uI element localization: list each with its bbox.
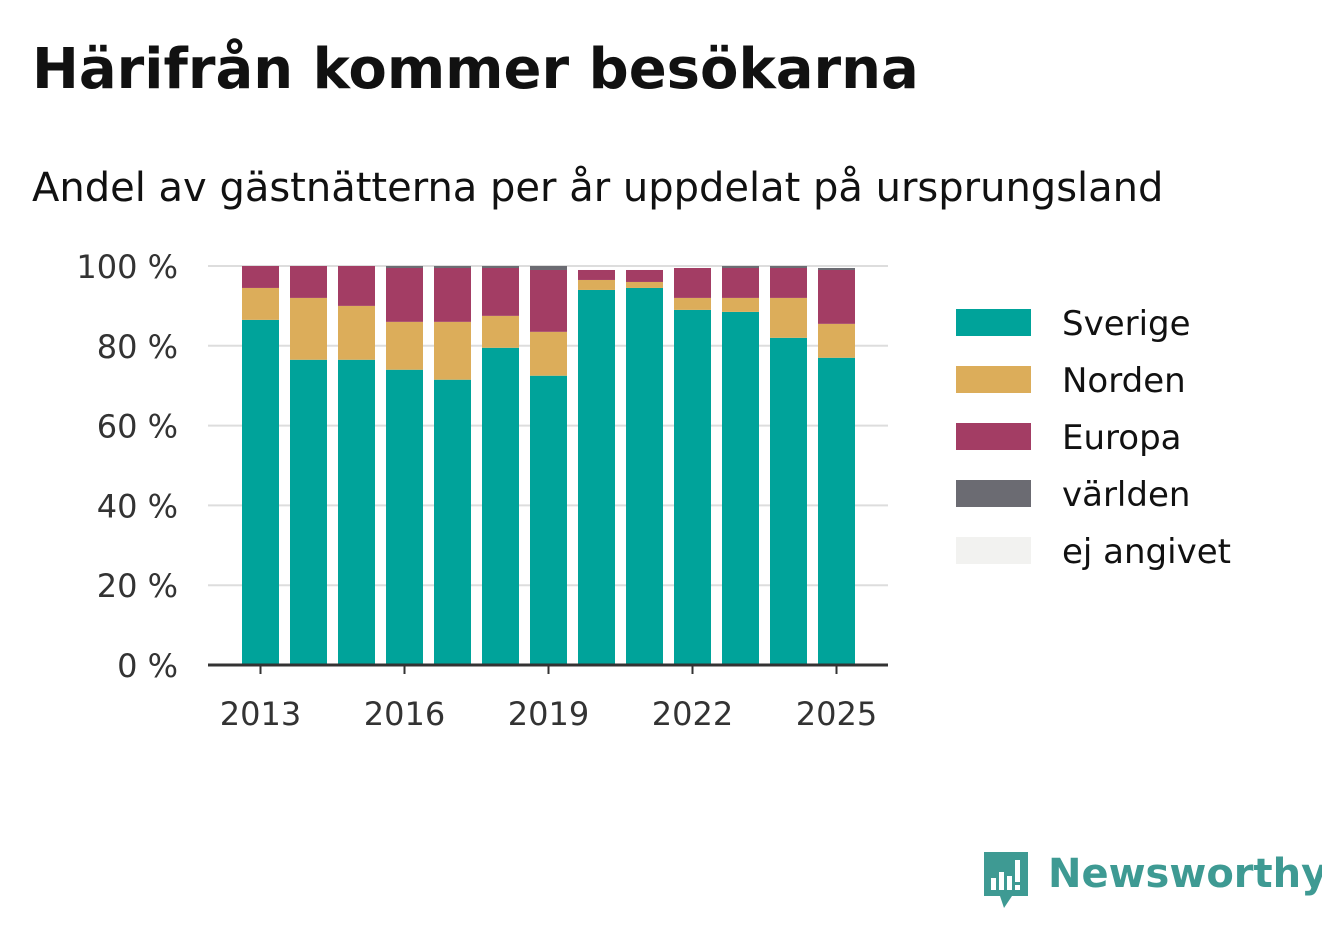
y-tick-label: 40 % [97, 487, 178, 525]
bar-segment [530, 269, 567, 332]
legend-swatch [956, 366, 1031, 393]
bar-segment [434, 267, 471, 322]
newsworthy-logo-icon [984, 852, 1028, 908]
legend-swatch [956, 537, 1031, 564]
bar-segment [290, 297, 327, 360]
bar-segment [434, 321, 471, 380]
bar-segment [386, 321, 423, 370]
bar-segment [482, 266, 519, 268]
bar-segment [818, 269, 855, 324]
x-axis: 2013 2016 2019 2022 2025 [208, 663, 888, 733]
bar-segment [290, 266, 327, 298]
y-axis-labels: 0 % 20 % 40 % 60 % 80 % 100 % [76, 248, 178, 685]
x-tick-label: 2022 [652, 695, 733, 733]
bar-segment [818, 323, 855, 358]
bar-segment [338, 266, 375, 306]
bar-segment [818, 357, 855, 665]
y-tick-label: 0 % [117, 647, 178, 685]
x-tick-label: 2025 [796, 695, 877, 733]
bar-segment [674, 309, 711, 665]
bar-segment [626, 269, 663, 282]
legend-label: Europa [1062, 418, 1181, 458]
chart-subtitle: Andel av gästnätterna per år uppdelat på… [32, 165, 1164, 211]
bar-segment [434, 379, 471, 665]
bar-segment [722, 266, 759, 268]
bar-segment [626, 287, 663, 665]
bar-segment [386, 266, 423, 268]
bar-segment [530, 266, 567, 270]
bar-segment [578, 279, 615, 290]
bar-segment [674, 267, 711, 298]
brand-name: Newsworthy [1048, 851, 1322, 897]
x-tick-label: 2019 [508, 695, 589, 733]
legend-label: Norden [1062, 361, 1186, 401]
bar-segment [386, 369, 423, 665]
bars [242, 266, 855, 665]
bar-segment [482, 347, 519, 665]
bar-segment [578, 289, 615, 665]
bar-segment [434, 266, 471, 268]
bar-segment [242, 287, 279, 320]
bar-segment [722, 297, 759, 312]
bar-segment [770, 267, 807, 298]
bar-segment [242, 266, 279, 288]
y-tick-label: 100 % [76, 248, 178, 286]
bar-segment [338, 359, 375, 665]
bar-segment [242, 319, 279, 665]
chart-title: Härifrån kommer besökarna [32, 37, 919, 102]
bar-segment [818, 267, 855, 270]
y-tick-label: 80 % [97, 328, 178, 366]
bar-segment [770, 337, 807, 665]
y-tick-label: 20 % [97, 567, 178, 605]
bar-segment [386, 267, 423, 322]
legend-swatch [956, 309, 1031, 336]
bar-segment [722, 311, 759, 665]
legend-swatch [956, 480, 1031, 507]
bar-segment [770, 297, 807, 338]
legend-label: Sverige [1062, 304, 1191, 344]
bar-segment [530, 331, 567, 376]
bar-segment [482, 267, 519, 316]
bar-segment [290, 359, 327, 665]
bar-segment [338, 305, 375, 360]
x-tick-label: 2016 [364, 695, 445, 733]
bar-segment [626, 281, 663, 288]
bar-segment [482, 315, 519, 348]
legend: Sverige Norden Europa världen ej angivet [956, 304, 1231, 572]
bar-segment [530, 375, 567, 665]
bar-segment [722, 267, 759, 298]
legend-swatch [956, 423, 1031, 450]
legend-label: ej angivet [1062, 532, 1231, 572]
legend-label: världen [1062, 475, 1190, 515]
y-tick-label: 60 % [97, 408, 178, 446]
bar-segment [578, 269, 615, 280]
bar-segment [674, 297, 711, 310]
x-tick-label: 2013 [220, 695, 301, 733]
bar-segment [770, 266, 807, 268]
